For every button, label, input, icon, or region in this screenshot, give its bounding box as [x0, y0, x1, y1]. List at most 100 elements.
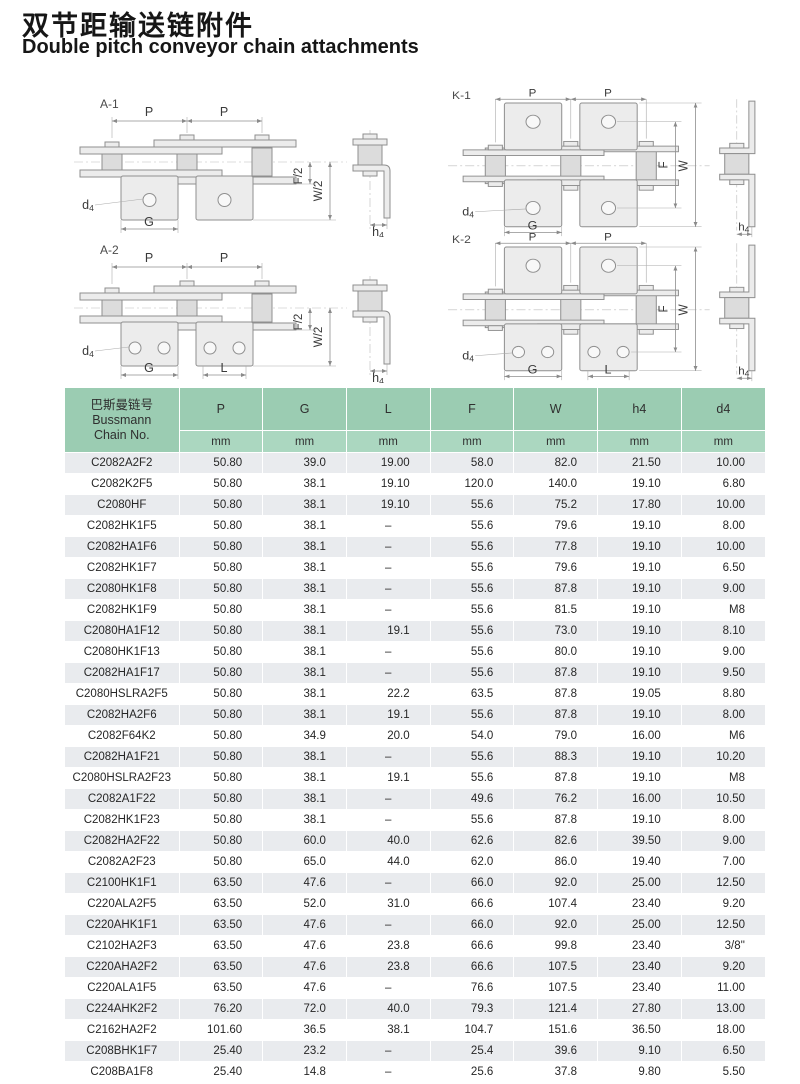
cell-p: 50.80: [179, 830, 264, 852]
cell-f: 55.6: [430, 557, 515, 579]
cell-f: 55.6: [430, 662, 515, 684]
table-row: C2082HA1F6 50.80 38.1–55.6 77.8 19.10 10.00: [65, 536, 765, 558]
cell-g: 38.1: [262, 746, 347, 768]
cell-w: 92.0: [513, 872, 599, 894]
table-row: C2162HA2F2 101.60 36.5 38.1 104.7 151.6 36.50…: [65, 1019, 765, 1041]
cell-d4: 10.50: [681, 788, 765, 810]
cell-h4: 23.40: [597, 956, 682, 978]
cell-d4: 6.50: [681, 557, 765, 579]
cell-h4: 25.00: [597, 914, 682, 936]
cell-l: 38.1: [346, 1019, 431, 1041]
cell-chain-no: C2080HF: [65, 494, 180, 516]
cell-chain-no: C2082HA2F6: [65, 704, 180, 726]
cell-g: 38.1: [262, 662, 347, 684]
table-row: C2082HK1F7 50.80 38.1–55.6 79.6 19.10 6.50: [65, 557, 765, 579]
cell-f: 55.6: [430, 704, 515, 726]
cell-d4: 9.20: [681, 893, 765, 915]
cell-w: 121.4: [513, 998, 599, 1020]
cell-g: 34.9: [262, 725, 347, 747]
cell-chain-no: C2080HSLRA2F23: [65, 767, 180, 789]
cell-w: 73.0: [513, 620, 599, 642]
cell-f: 54.0: [430, 725, 515, 747]
cell-g: 38.1: [262, 515, 347, 537]
cell-f: 55.6: [430, 767, 515, 789]
dim-p2: P: [604, 88, 612, 99]
cell-h4: 19.10: [597, 599, 682, 621]
cell-h4: 16.00: [597, 725, 682, 747]
cell-l: –: [346, 746, 431, 768]
cell-p: 50.80: [179, 851, 264, 873]
dim-d4: d4: [462, 349, 474, 363]
cell-l: 20.0: [346, 725, 431, 747]
cell-g: 36.5: [262, 1019, 347, 1041]
cell-h4: 9.80: [597, 1061, 682, 1083]
unit-l: mm: [346, 430, 431, 453]
cell-g: 38.1: [262, 620, 347, 642]
cell-h4: 19.10: [597, 746, 682, 768]
table-row: C2082HA1F21 50.80 38.1–55.6 88.3 19.10 10.20: [65, 746, 765, 768]
cell-w: 79.6: [513, 515, 599, 537]
cell-w: 82.0: [513, 452, 599, 474]
cell-g: 38.1: [262, 683, 347, 705]
cell-l: 23.8: [346, 935, 431, 957]
dim-h4: h4: [372, 371, 384, 383]
cell-f: 58.0: [430, 452, 515, 474]
table-row: C2080HSLRA2F23 50.80 38.1 19.1 55.6 87.8 19.1…: [65, 767, 765, 789]
cell-d4: 9.00: [681, 641, 765, 663]
cell-w: 151.6: [513, 1019, 599, 1041]
table-header: 巴斯曼链号 Bussmann Chain No. P G L F W h4 d4…: [65, 388, 765, 453]
cell-f: 66.6: [430, 893, 515, 915]
cell-w: 79.0: [513, 725, 599, 747]
cell-l: –: [346, 977, 431, 999]
diagram-a1: A-1 P P F/2: [62, 92, 402, 242]
cell-p: 76.20: [179, 998, 264, 1020]
dim-w: W/2: [313, 181, 325, 201]
cell-h4: 19.10: [597, 473, 682, 495]
dim-h4: h4: [372, 225, 384, 237]
page-title-zh: 双节距输送链附件: [22, 11, 254, 41]
cell-l: –: [346, 788, 431, 810]
dim-w: W: [676, 304, 690, 316]
cell-p: 50.80: [179, 704, 264, 726]
cell-g: 39.0: [262, 452, 347, 474]
table-row: C220ALA1F5 63.50 47.6–76.6 107.5 23.40 11.00: [65, 977, 765, 999]
cell-f: 63.5: [430, 683, 515, 705]
cell-chain-no: C2082HA1F17: [65, 662, 180, 684]
cell-f: 55.6: [430, 809, 515, 831]
col-header-h4: h4: [597, 388, 682, 431]
cell-w: 107.5: [513, 977, 599, 999]
cell-d4: 9.00: [681, 830, 765, 852]
cell-h4: 36.50: [597, 1019, 682, 1041]
cell-w: 87.8: [513, 704, 599, 726]
cell-g: 38.1: [262, 578, 347, 600]
cell-chain-no: C2082A2F23: [65, 851, 180, 873]
cell-chain-no: C2082HK1F9: [65, 599, 180, 621]
cell-p: 50.80: [179, 725, 264, 747]
cell-f: 66.6: [430, 935, 515, 957]
cell-h4: 23.40: [597, 935, 682, 957]
cell-g: 38.1: [262, 494, 347, 516]
cell-f: 55.6: [430, 746, 515, 768]
cell-f: 55.6: [430, 578, 515, 600]
cell-chain-no: C2082HK1F7: [65, 557, 180, 579]
table-row: C2080HSLRA2F5 50.80 38.1 22.2 63.5 87.8 19.05…: [65, 683, 765, 705]
cell-w: 140.0: [513, 473, 599, 495]
chain-no-header: 巴斯曼链号 Bussmann Chain No.: [65, 388, 180, 453]
cell-h4: 17.80: [597, 494, 682, 516]
cell-l: –: [346, 662, 431, 684]
cell-d4: 9.50: [681, 662, 765, 684]
l-bracket: [352, 164, 391, 219]
table-row: C208BHK1F7 25.40 23.2–25.4 39.6 9.10 6.50: [65, 1040, 765, 1062]
cell-d4: 6.50: [681, 1040, 765, 1062]
cell-d4: 3/8'': [681, 935, 765, 957]
table-row: C2100HK1F1 63.50 47.6–66.0 92.0 25.00 12.50: [65, 872, 765, 894]
cell-p: 50.80: [179, 599, 264, 621]
cell-d4: M6: [681, 725, 765, 747]
cell-p: 63.50: [179, 872, 264, 894]
cell-p: 63.50: [179, 893, 264, 915]
cell-d4: 11.00: [681, 977, 765, 999]
diagram-a1-drawing: A-1 P P F/2: [74, 97, 391, 240]
diagram-label: K-1: [452, 90, 471, 103]
dim-p1: P: [529, 232, 537, 243]
table-row: C220AHK1F1 63.50 47.6–66.0 92.0 25.00 12.50: [65, 914, 765, 936]
